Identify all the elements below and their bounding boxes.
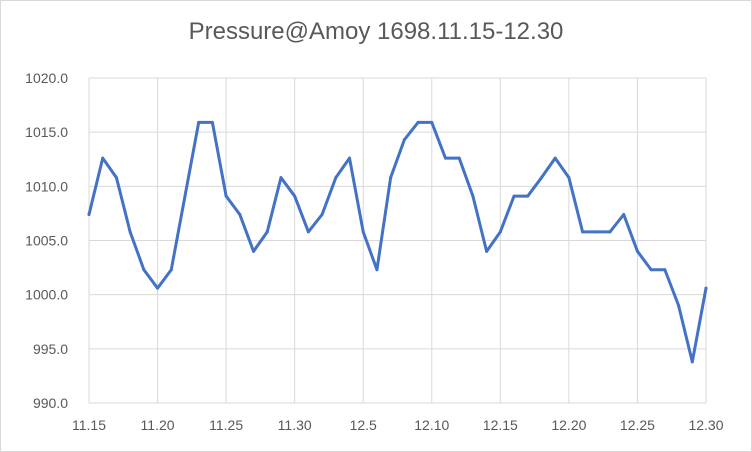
data-point [608,230,612,234]
data-point [485,249,489,253]
data-point [704,286,708,290]
data-point [114,176,118,180]
data-point [649,268,653,272]
data-point [306,230,310,234]
data-point [622,213,626,216]
data-point [183,194,187,198]
data-point [581,230,585,234]
data-point [252,249,256,253]
x-tick-label: 12.20 [551,417,586,433]
data-point [567,176,571,180]
data-point [142,268,146,272]
y-tick-label: 1000.0 [25,287,68,303]
y-tick-label: 1015.0 [25,124,68,140]
data-point [539,176,543,180]
grid-layer [88,77,707,404]
data-point [169,268,173,272]
data-point [87,213,91,216]
x-tick-label: 12.10 [414,417,449,433]
data-point [101,156,105,160]
data-point [663,268,667,272]
data-point [375,268,379,272]
y-tick-label: 1005.0 [25,233,68,249]
data-point [553,156,557,160]
y-tick-label: 995.0 [33,341,68,357]
data-point [238,213,242,216]
x-tick-label: 11.20 [141,417,175,433]
data-point [156,286,160,290]
data-point [320,213,324,216]
x-tick-label: 12.15 [483,417,518,433]
data-point [594,230,598,234]
x-tick-label: 11.25 [209,417,243,433]
data-point [443,156,447,160]
data-point [265,230,269,234]
data-point [293,194,297,198]
data-point [498,230,502,234]
x-tick-label: 12.5 [350,417,377,433]
series-layer [87,120,708,364]
data-point [389,176,393,180]
x-tick-label: 12.30 [688,417,723,433]
data-point [457,156,461,160]
data-point [430,120,434,124]
data-point [402,138,406,142]
data-point [526,194,530,198]
data-point [690,360,694,364]
data-point [128,230,132,234]
data-point [334,176,338,180]
data-point [512,194,516,198]
y-tick-label: 990.0 [33,395,68,411]
data-point [279,176,283,180]
x-tick-label: 12.25 [620,417,655,433]
data-point [361,230,365,234]
chart-title: Pressure@Amoy 1698.11.15-12.30 [188,18,564,45]
y-tick-label: 1020.0 [25,70,68,86]
data-point [210,120,214,124]
data-point [635,249,639,253]
pressure-series-line [87,120,708,364]
x-tick-label: 11.15 [72,417,106,433]
x-axis: 11.15 11.20 11.25 11.30 12.5 12.10 12.15 12.20 1… [72,417,724,433]
data-point [471,194,475,198]
data-point [348,156,352,160]
data-point [416,120,420,124]
y-axis: 990.0 995.0 1000.0 1005.0 1010.0 1015.0 1020.0 [25,70,68,411]
y-tick-label: 1010.0 [25,178,68,194]
data-point [224,194,228,198]
data-point [677,304,681,307]
x-tick-label: 11.30 [278,417,312,433]
data-point [197,120,201,124]
